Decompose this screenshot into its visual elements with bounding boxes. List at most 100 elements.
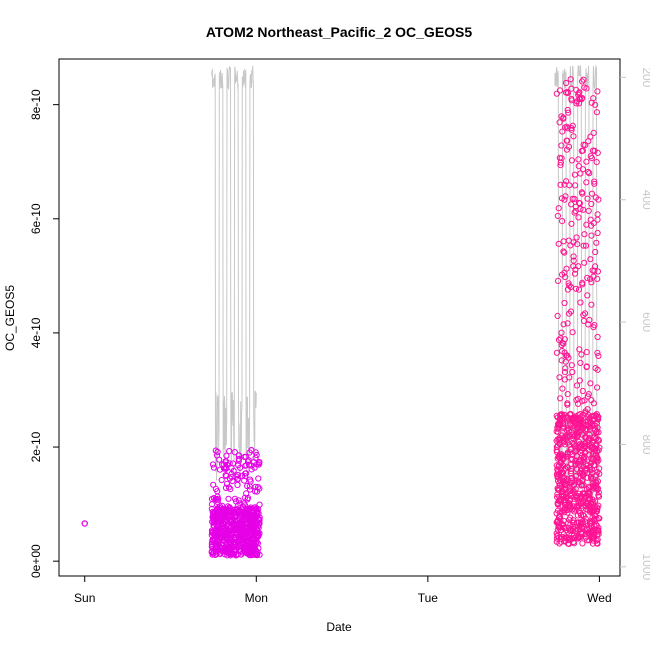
y-tick-label: 4e-10 <box>29 317 43 348</box>
data-point <box>571 171 579 178</box>
data-point <box>255 484 262 491</box>
chart-marks <box>81 65 603 559</box>
data-point <box>217 522 224 529</box>
data-point <box>563 495 570 502</box>
data-point <box>590 129 597 136</box>
data-point <box>558 538 565 545</box>
data-point <box>590 400 597 407</box>
data-point <box>246 461 253 468</box>
data-points <box>81 76 603 559</box>
data-point <box>585 207 592 214</box>
data-point <box>568 445 575 453</box>
data-point <box>561 181 568 188</box>
data-point <box>554 312 561 319</box>
data-point <box>567 242 574 249</box>
data-point <box>594 211 601 218</box>
data-point <box>583 425 590 432</box>
data-point <box>577 359 584 366</box>
data-point <box>227 552 234 559</box>
data-point <box>248 466 255 473</box>
data-point <box>585 138 592 145</box>
data-point <box>580 311 587 318</box>
right-tick-label: 1000 <box>640 553 650 580</box>
data-point <box>562 432 569 439</box>
data-point <box>568 362 575 369</box>
data-point <box>593 159 600 166</box>
data-point <box>564 106 571 114</box>
data-point <box>588 190 596 197</box>
data-point <box>586 170 593 177</box>
data-point <box>594 88 601 95</box>
data-point <box>226 538 234 545</box>
data-point <box>234 481 241 489</box>
data-point <box>242 453 249 460</box>
data-point <box>584 406 591 413</box>
right-tick-label: 800 <box>640 434 650 454</box>
data-point <box>240 515 247 522</box>
data-point <box>243 546 250 554</box>
data-point <box>588 458 595 465</box>
data-point <box>566 432 573 439</box>
data-point <box>567 422 574 429</box>
data-point <box>583 363 590 371</box>
data-point <box>562 124 569 131</box>
data-point <box>588 279 595 286</box>
data-point <box>222 484 230 491</box>
data-point <box>209 536 216 543</box>
data-point <box>591 178 598 185</box>
data-point <box>238 530 245 537</box>
data-point <box>566 310 573 317</box>
data-point <box>593 239 600 246</box>
data-point <box>251 504 258 511</box>
data-point <box>240 503 247 510</box>
data-point <box>571 540 578 547</box>
data-point <box>592 101 599 108</box>
data-point <box>569 368 576 376</box>
data-point <box>561 411 568 418</box>
data-point <box>561 249 568 256</box>
x-axis-label: Date <box>326 620 352 634</box>
data-point <box>588 499 595 506</box>
data-point <box>583 221 590 228</box>
data-point <box>243 462 250 469</box>
data-point <box>583 349 590 356</box>
data-point <box>593 508 601 515</box>
data-point <box>588 455 595 462</box>
data-point <box>570 503 577 510</box>
data-point <box>575 163 582 170</box>
data-point <box>560 475 567 482</box>
data-point <box>587 216 594 223</box>
data-point <box>216 505 223 512</box>
data-point <box>238 521 245 529</box>
data-point <box>566 506 573 513</box>
data-point <box>561 376 568 383</box>
data-point <box>593 479 600 487</box>
data-point <box>581 453 588 461</box>
data-point <box>589 496 596 503</box>
data-point <box>578 417 585 424</box>
data-point <box>570 133 577 140</box>
data-point <box>234 518 241 525</box>
data-point <box>574 241 581 248</box>
data-point <box>224 506 231 513</box>
data-point <box>573 98 581 105</box>
data-point <box>555 471 563 478</box>
data-point <box>568 201 575 208</box>
data-point <box>581 259 588 266</box>
data-point <box>558 329 565 336</box>
data-point <box>593 429 600 436</box>
data-point <box>244 482 251 490</box>
data-point <box>576 200 584 207</box>
data-point <box>589 438 596 445</box>
data-point <box>579 190 586 197</box>
data-point <box>563 453 570 460</box>
data-point <box>593 515 600 523</box>
data-point <box>560 420 567 427</box>
data-point <box>572 207 579 215</box>
data-point <box>235 497 242 504</box>
data-point <box>213 513 220 520</box>
y-axis-label: OC_GEOS5 <box>3 285 17 351</box>
data-point <box>212 485 219 492</box>
data-point <box>584 469 591 476</box>
data-point <box>590 412 597 419</box>
